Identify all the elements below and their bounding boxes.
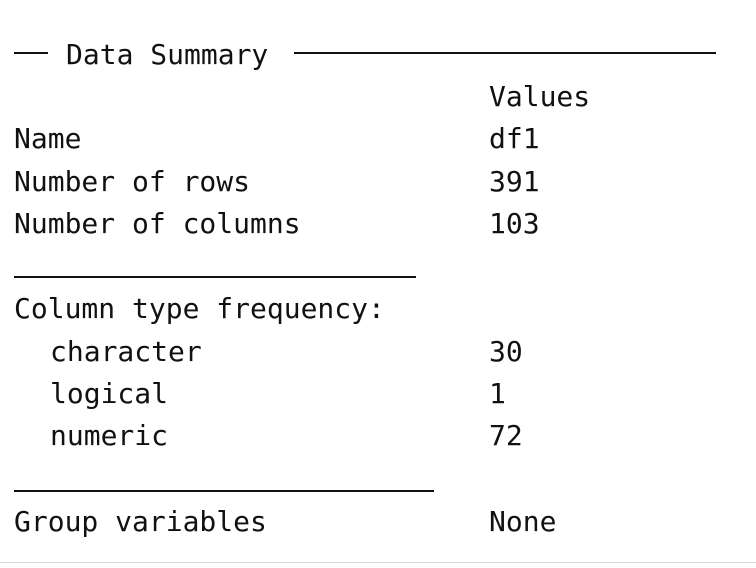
type-value-logical: 1 — [489, 377, 506, 410]
type-value-character: 30 — [489, 335, 523, 368]
title-rule-right — [294, 52, 716, 54]
row-label-columns: Number of columns — [14, 207, 301, 240]
section-title: Data Summary — [66, 38, 269, 71]
row-value-columns: 103 — [489, 207, 540, 240]
row-label-rows: Number of rows — [14, 165, 251, 198]
values-header: Values — [489, 80, 591, 113]
type-value-numeric: 72 — [489, 419, 523, 452]
column-type-heading: Column type frequency: — [14, 292, 385, 325]
output-bottom-border — [0, 562, 756, 563]
type-label-logical: logical — [50, 377, 169, 410]
type-label-numeric: numeric — [50, 419, 169, 452]
row-label-name: Name — [14, 122, 82, 155]
group-variables-label: Group variables — [14, 505, 267, 538]
group-variables-value: None — [489, 505, 557, 538]
row-value-name: df1 — [489, 122, 540, 155]
title-rule-left — [14, 52, 48, 54]
separator-rule — [14, 276, 416, 278]
type-label-character: character — [50, 335, 202, 368]
row-value-rows: 391 — [489, 165, 540, 198]
separator-rule — [14, 490, 434, 492]
